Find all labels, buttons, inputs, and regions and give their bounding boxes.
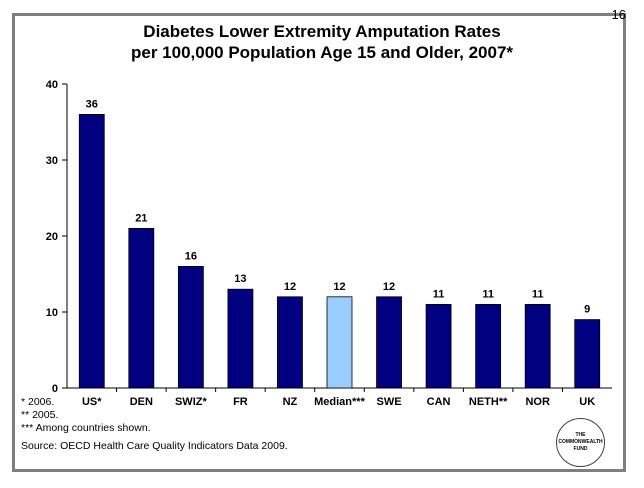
data-label: 36 <box>86 98 98 110</box>
y-tick-label: 40 <box>46 79 58 91</box>
data-label: 12 <box>284 281 296 293</box>
chart-title-line-1: Diabetes Lower Extremity Amputation Rate… <box>143 22 501 41</box>
bar <box>524 303 551 389</box>
bar <box>128 227 155 389</box>
footnote-among-countries: *** Among countries shown. <box>21 422 151 434</box>
bar <box>574 319 601 389</box>
bar <box>227 288 254 389</box>
y-tick-label: 10 <box>46 307 58 319</box>
logo-line-2: COMMONWEALTH <box>558 439 603 445</box>
bar <box>277 296 303 389</box>
logo-line-1: THE <box>575 432 586 438</box>
x-tick-label: FR <box>233 396 248 408</box>
data-label: 21 <box>135 212 147 224</box>
bar <box>425 303 452 389</box>
y-tick-label: 0 <box>52 383 58 395</box>
y-tick-label: 20 <box>46 231 58 243</box>
x-tick-label: US* <box>82 396 102 408</box>
data-label: 12 <box>383 281 395 293</box>
commonwealth-fund-logo: THE COMMONWEALTH FUND <box>556 418 605 467</box>
footnotes: * 2006. ** 2005. *** Among countries sho… <box>21 396 151 435</box>
x-tick-label: NZ <box>283 396 298 408</box>
data-label: 11 <box>482 288 494 300</box>
bar <box>78 114 105 389</box>
data-label: 13 <box>234 273 246 285</box>
y-tick-label: 30 <box>46 155 58 167</box>
x-tick-label: CAN <box>427 396 451 408</box>
bar <box>326 296 353 389</box>
chart-title-line-2: per 100,000 Population Age 15 and Older,… <box>130 43 514 62</box>
bar <box>376 296 402 389</box>
data-label: 11 <box>433 288 445 300</box>
data-label: 16 <box>185 250 197 262</box>
slide-frame <box>12 13 626 472</box>
x-tick-label: SWE <box>377 396 402 408</box>
bar <box>475 303 502 389</box>
x-tick-label: NETH** <box>469 396 508 408</box>
x-tick-label: SWIZ* <box>175 396 207 408</box>
data-label: 9 <box>584 304 590 316</box>
logo-line-3: FUND <box>573 446 588 452</box>
footnote-2005: ** 2005. <box>21 409 59 421</box>
x-tick-label: Median*** <box>314 396 365 408</box>
source-note: Source: OECD Health Care Quality Indicat… <box>21 440 288 452</box>
data-label: 12 <box>333 281 345 293</box>
x-tick-label: DEN <box>130 396 153 408</box>
footnote-2006: * 2006. <box>21 396 55 408</box>
data-label: 11 <box>532 288 544 300</box>
x-tick-label: NOR <box>525 396 550 408</box>
x-tick-label: UK <box>579 396 595 408</box>
bar <box>177 265 204 389</box>
page-number: 16 <box>611 7 626 22</box>
